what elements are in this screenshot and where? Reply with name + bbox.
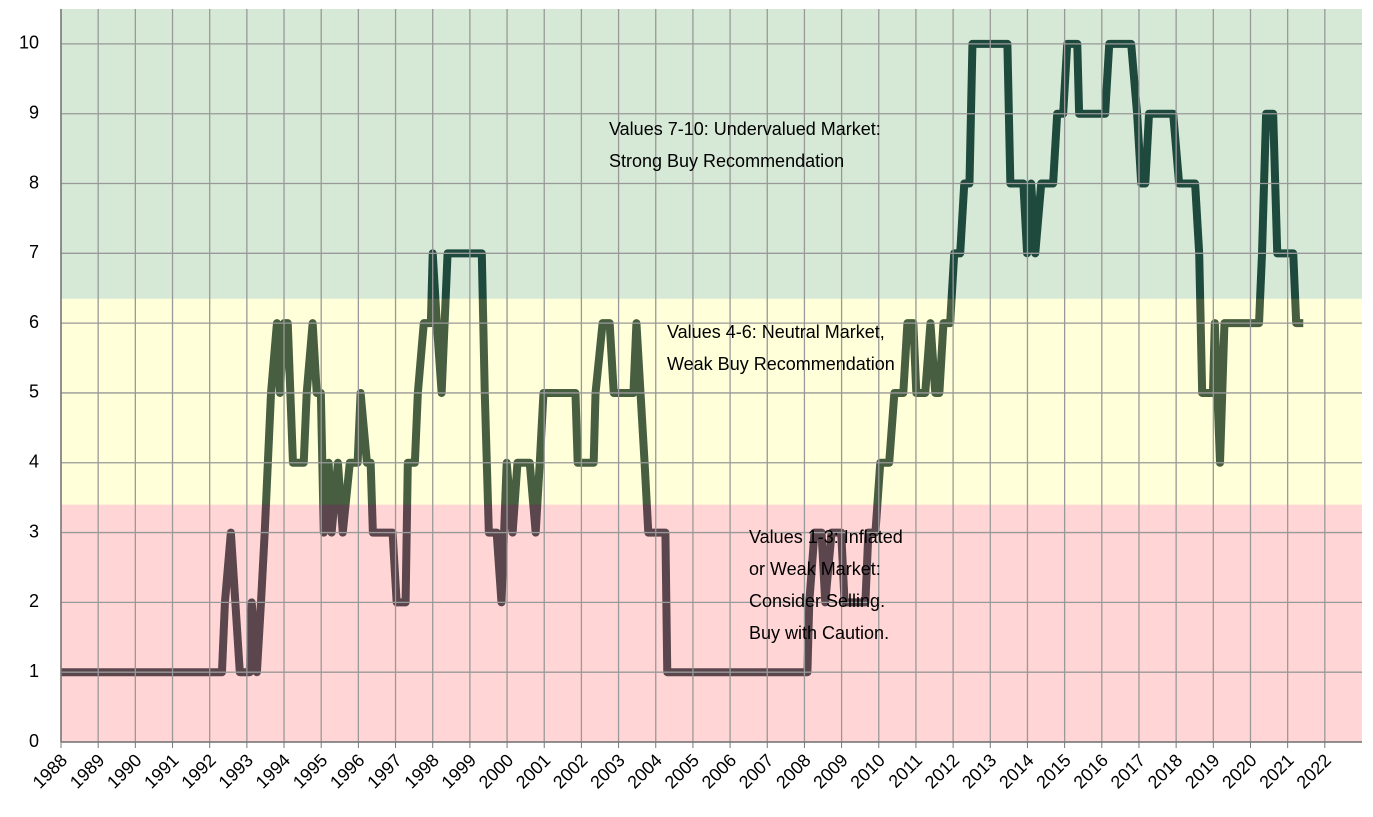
x-tick-label: 1994 [252,750,294,792]
x-tick-label: 2015 [1032,750,1074,792]
x-tick-label: 1997 [363,750,405,792]
annotation: Values 7-10: Undervalued Market: [609,119,881,139]
x-tick-label: 1999 [438,750,480,792]
band [61,298,1362,505]
x-tick-label: 2001 [512,750,554,792]
y-tick-label: 7 [29,242,39,262]
band [61,504,1362,742]
x-tick-label: 1992 [177,750,219,792]
x-tick-label: 2007 [735,750,777,792]
x-tick-label: 2012 [921,750,963,792]
annotation: Buy with Caution. [749,623,889,643]
annotation: Values 1-3: Inflated [749,527,903,547]
y-tick-label: 8 [29,172,39,192]
x-tick-label: 2009 [809,750,851,792]
x-tick-label: 1990 [103,750,145,792]
x-tick-label: 2020 [1218,750,1260,792]
x-tick-label: 2018 [1144,750,1186,792]
x-tick-label: 1995 [289,750,331,792]
y-tick-label: 6 [29,312,39,332]
x-tick-label: 2021 [1255,750,1297,792]
y-tick-label: 10 [19,33,39,53]
y-tick-label: 1 [29,661,39,681]
x-tick-label: 2019 [1181,750,1223,792]
y-tick-label: 9 [29,102,39,122]
x-tick-label: 2008 [772,750,814,792]
annotation: Weak Buy Recommendation [667,354,895,374]
x-tick-label: 1991 [140,750,182,792]
x-tick-label: 1993 [215,750,257,792]
x-tick-label: 2010 [846,750,888,792]
annotation: Strong Buy Recommendation [609,151,844,171]
x-tick-label: 2004 [623,750,665,792]
x-tick-label: 1988 [29,750,71,792]
annotation: or Weak Market: [749,559,881,579]
band [61,9,1362,299]
x-tick-label: 2016 [1070,750,1112,792]
y-tick-label: 2 [29,591,39,611]
annotation: Consider Selling. [749,591,885,611]
x-tick-label: 1998 [400,750,442,792]
x-tick-label: 2006 [698,750,740,792]
y-tick-label: 3 [29,521,39,541]
y-tick-label: 4 [29,452,39,472]
x-tick-label: 2014 [995,750,1037,792]
x-tick-label: 2002 [549,750,591,792]
x-tick-label: 2017 [1107,750,1149,792]
x-tick-label: 2022 [1293,750,1335,792]
x-tick-label: 2011 [885,750,927,792]
x-tick-label: 2013 [958,750,1000,792]
y-tick-label: 0 [29,731,39,751]
annotation: Values 4-6: Neutral Market, [667,322,885,342]
x-tick-label: 1996 [326,750,368,792]
x-tick-label: 2003 [586,750,628,792]
x-tick-label: 1989 [66,750,108,792]
x-tick-label: 2005 [661,750,703,792]
y-tick-label: 5 [29,382,39,402]
x-tick-label: 2000 [475,750,517,792]
